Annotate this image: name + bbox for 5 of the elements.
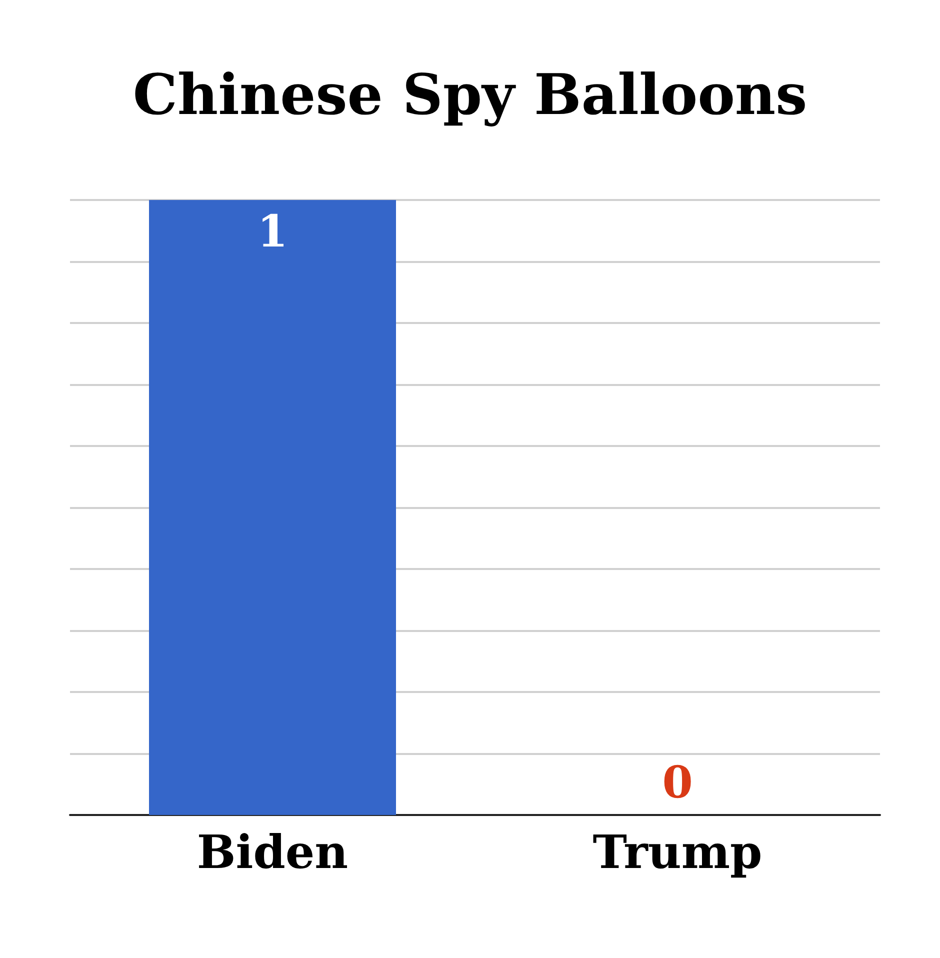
x-tick-label: Biden	[196, 825, 348, 879]
data-label: 0	[662, 758, 693, 808]
data-label: 1	[257, 206, 288, 258]
chart-title: Chinese Spy Balloons	[132, 62, 808, 128]
x-tick-label: Trump	[592, 825, 762, 879]
